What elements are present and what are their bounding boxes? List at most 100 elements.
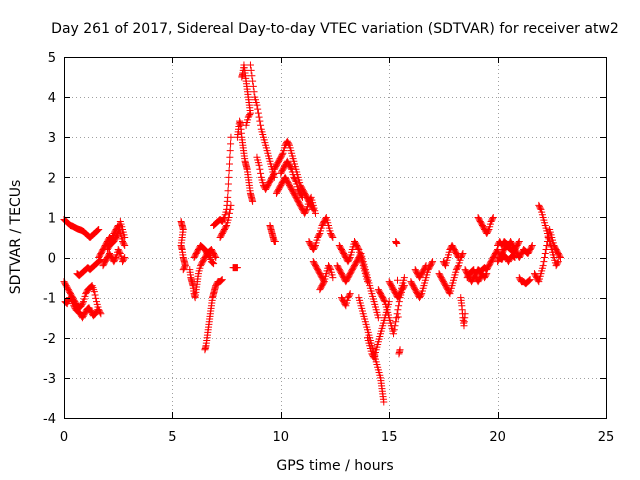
data-point [224,180,232,188]
data-point [248,72,256,80]
data-point [484,227,492,235]
data-point [394,276,402,284]
data-point [489,215,497,223]
data-point [224,193,232,201]
data-point [341,300,349,308]
data-point [225,160,233,168]
data-point [278,151,286,159]
data-point [227,140,235,148]
data-point [179,266,187,274]
data-point [395,302,403,310]
y-tick-label: 1 [48,211,56,226]
data-point [245,112,253,120]
data-point [509,252,517,260]
data-point [226,205,234,213]
data-point [315,231,323,239]
data-point [242,121,250,129]
y-tick-label: 2 [48,171,56,186]
data-point [311,209,319,217]
data-point [120,240,128,248]
data-point [249,82,257,90]
data-point [227,201,235,209]
data-point [253,101,261,109]
data-point [209,259,217,267]
y-tick-label: 3 [48,131,56,146]
data-point [345,291,353,299]
data-point [528,243,536,251]
data-point [392,318,400,326]
data-point [510,253,518,261]
data-point [369,352,377,360]
data-point [391,322,399,330]
data-point [540,258,548,266]
data-point [394,313,402,321]
data-point [345,255,353,263]
data-point [525,276,533,284]
data-point [393,240,401,248]
data-point [113,231,121,239]
data-point [445,288,453,296]
data-point [79,299,87,307]
data-point [180,264,188,272]
y-tick-label: -2 [43,332,56,347]
data-point [525,277,533,285]
data-point [311,243,319,251]
y-tick-label: -3 [43,372,56,387]
data-point [233,264,241,272]
data-point [528,242,536,250]
data-point [511,254,519,262]
y-tick-label: 5 [48,51,56,66]
data-point [395,298,403,306]
data-point [94,226,102,234]
data-point [380,296,388,304]
data-point [93,307,101,315]
data-point [354,244,362,252]
data-point [254,105,262,113]
data-point [211,252,219,260]
data-point [270,171,278,179]
data-point [374,314,382,322]
data-point [217,277,225,285]
data-point [298,192,306,200]
data-point [246,61,254,69]
data-point [556,254,564,262]
data-point [329,234,337,241]
x-tick-labels: 0 5 10 15 20 25 [60,430,614,445]
data-point [400,274,408,282]
y-tick-label: 0 [48,252,56,267]
data-point [92,294,100,302]
chart-title: Day 261 of 2017, Sidereal Day-to-day VTE… [51,21,619,37]
data-point [329,274,337,282]
data-point [515,239,523,247]
data-point [493,247,501,255]
data-point [116,248,124,256]
data-point [417,291,425,299]
data-point [271,238,279,246]
data-point [441,260,449,268]
y-axis-label: SDTVAR / TECUs [8,180,24,295]
data-point [227,133,235,141]
axis-ticks [64,57,607,419]
data-point [220,215,228,223]
data-point [536,204,544,212]
x-tick-label: 25 [598,430,615,445]
data-point [91,291,99,299]
data-point [526,276,534,284]
data-point [94,306,102,314]
data-point [247,66,255,74]
data-point [539,262,547,270]
data-point [322,215,330,223]
data-point [121,254,129,262]
y-tick-label: 4 [48,91,56,106]
data-point [534,276,542,284]
data-point [395,291,403,299]
data-point [255,113,263,121]
data-point [541,250,549,258]
data-point [554,259,562,267]
x-tick-label: 5 [168,430,176,445]
data-point [250,88,258,96]
data-point [298,193,306,201]
data-point [421,263,429,271]
data-point [422,262,430,270]
data-point [257,121,265,129]
